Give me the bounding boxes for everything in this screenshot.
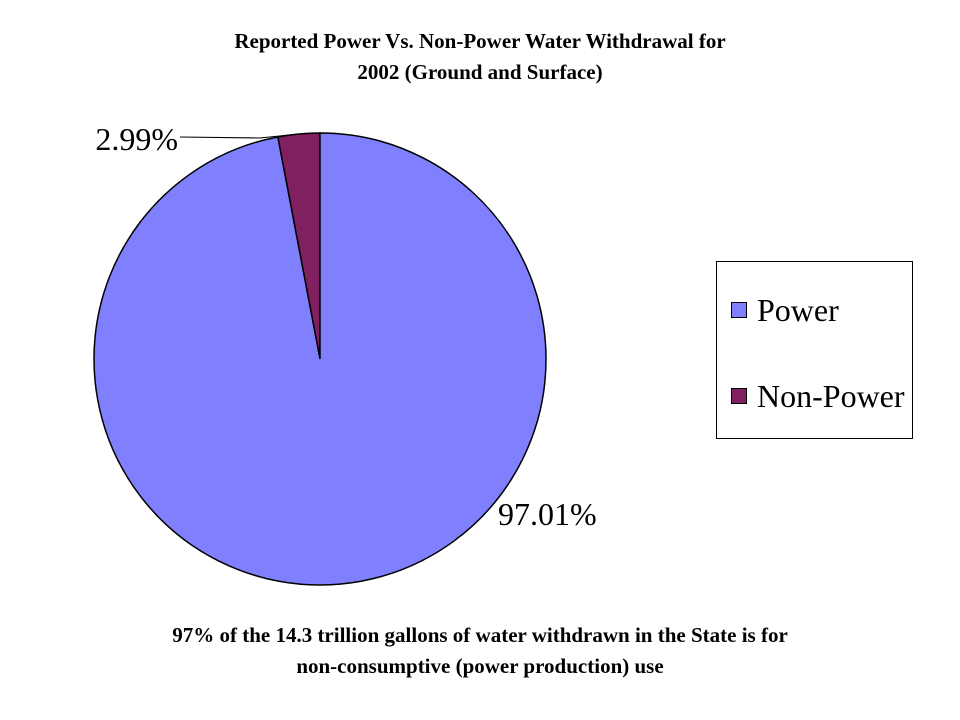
pie-slice-power [93,132,547,586]
legend-swatch-non-power [731,388,747,404]
legend: Power Non-Power [716,261,913,439]
footer-caption: 97% of the 14.3 trillion gallons of wate… [0,620,960,682]
legend-swatch-power [731,302,747,318]
data-label-non-power: 2.99% [95,121,178,157]
chart-title-line-1: Reported Power Vs. Non-Power Water Withd… [234,29,726,53]
chart-title-line-2: 2002 (Ground and Surface) [357,60,603,84]
legend-label-non-power: Non-Power [757,378,905,414]
legend-label-power: Power [757,292,839,328]
footer-line-2: non-consumptive (power production) use [296,654,664,678]
legend-item-power: Power [731,290,839,330]
footer-line-1: 97% of the 14.3 trillion gallons of wate… [172,623,788,647]
legend-item-non-power: Non-Power [731,376,905,416]
chart-title: Reported Power Vs. Non-Power Water Withd… [0,26,960,88]
leader-line-non-power [179,133,299,139]
data-label-power: 97.01% [498,496,597,532]
